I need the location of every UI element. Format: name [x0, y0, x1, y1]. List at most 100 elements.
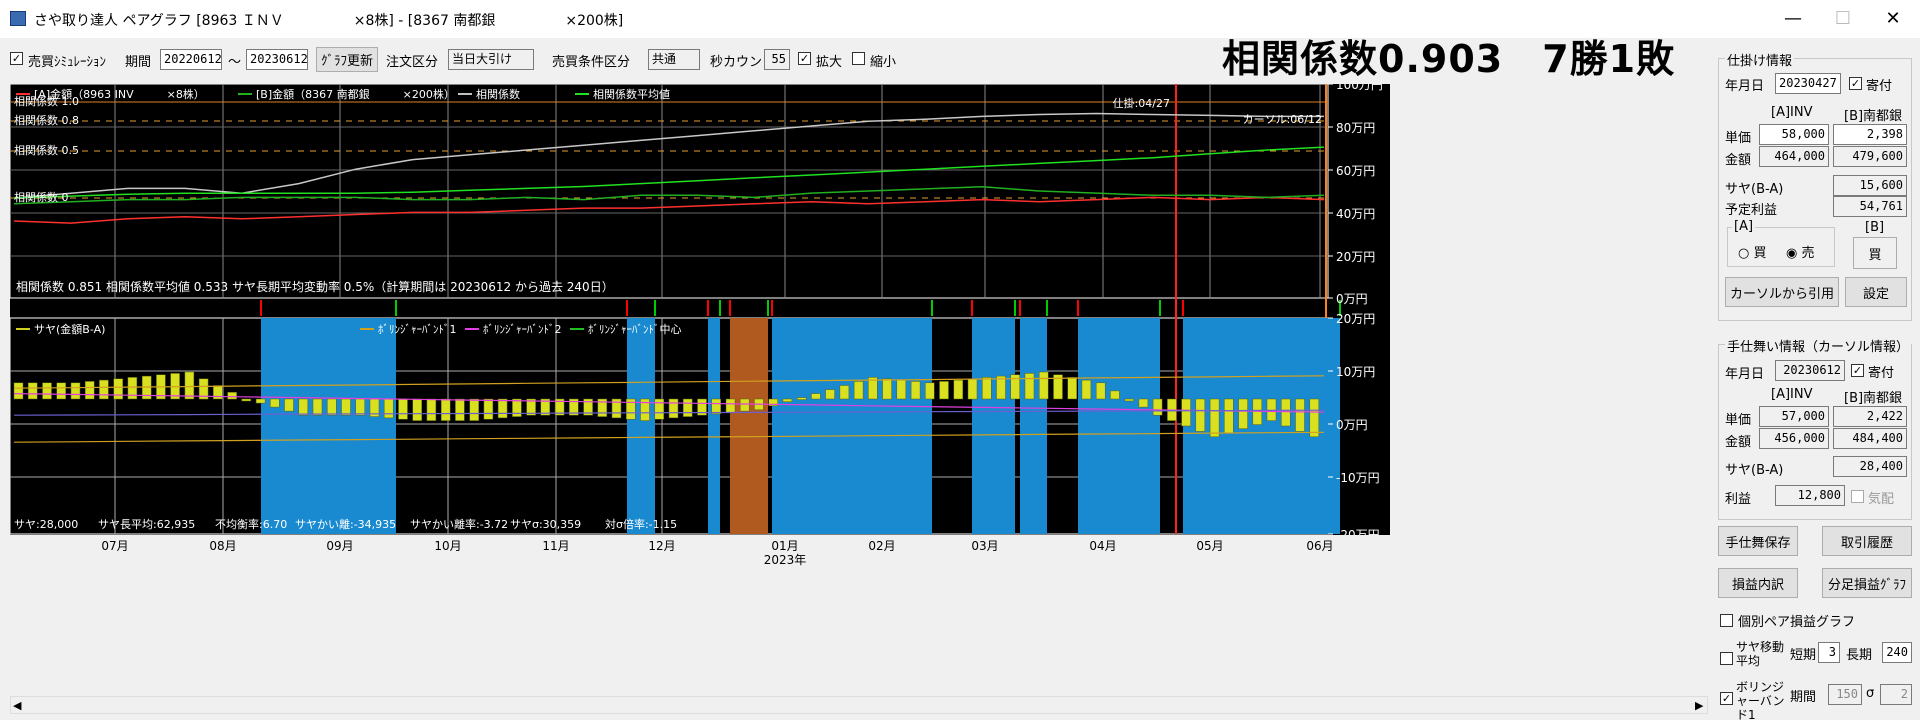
bottom-legend-label: ﾎﾞﾘﾝｼﾞｬｰﾊﾞﾝﾄﾞ中心 — [588, 323, 682, 336]
corr-ref-label: 相関係数 0.8 — [14, 114, 79, 127]
trade-history-button[interactable]: 取引履歴 — [1822, 526, 1912, 556]
ma-short-input[interactable]: 3 — [1818, 642, 1840, 663]
order-select[interactable]: 当日大引け — [448, 49, 534, 70]
kehai-checkbox[interactable] — [1851, 490, 1864, 503]
date-to-input[interactable]: 20230612 — [246, 49, 308, 70]
cond-select[interactable]: 共通 — [648, 49, 700, 70]
shikake-title: 仕掛け情報 — [1725, 50, 1795, 69]
individual-pair-checkbox[interactable] — [1720, 614, 1733, 627]
saya-bar — [1238, 398, 1248, 429]
scroll-right-arrow[interactable]: ▶ — [1695, 699, 1704, 712]
date-from-input[interactable]: 20220612 — [160, 49, 222, 70]
top-ytick-label: 20万円 — [1336, 250, 1375, 264]
jimai-tanka-b: 2,422 — [1833, 406, 1907, 427]
top-ytick-label: 0万円 — [1336, 292, 1368, 306]
saya-bar — [270, 398, 280, 408]
shikake-marker-label: 仕掛:04/27 — [1113, 96, 1170, 110]
order-label: 注文区分 — [386, 55, 439, 70]
shikake-col-a: [A]INV — [1771, 105, 1813, 120]
shikake-saya-value: 15,600 — [1833, 175, 1907, 196]
top-legend-label: [B]金額（8367 南都銀 ×200株） — [256, 87, 455, 101]
corr-avg-line — [13, 146, 1325, 199]
bottom-legend-label: サヤ(金額B-A) — [34, 322, 105, 336]
signal-block — [1020, 318, 1047, 534]
shikake-date-input[interactable]: 20230427 — [1775, 73, 1841, 94]
graph-update-button[interactable]: ｸﾞﾗﾌ更新 — [316, 47, 378, 72]
shikake-b-buy-button[interactable]: 買 — [1853, 237, 1897, 269]
saya-bar — [1038, 371, 1049, 400]
saya-bar — [1295, 398, 1305, 432]
scroll-left-arrow[interactable]: ◀ — [13, 699, 22, 712]
settei-button[interactable]: 設定 — [1845, 277, 1907, 307]
boll-period-input[interactable]: 150 — [1828, 684, 1862, 705]
saya-bar — [241, 398, 252, 402]
stat-kairi: サヤかい離:-34,935 — [295, 517, 396, 531]
saya-bar — [127, 377, 138, 400]
jimai-rieki-value: 12,800 — [1775, 485, 1845, 506]
jimai-col-a: [A]INV — [1771, 387, 1813, 402]
xaxis-month-label: 11月 — [542, 539, 569, 553]
series-a-line — [13, 196, 1325, 224]
saya-bar — [27, 382, 38, 400]
saya-bar — [853, 381, 864, 400]
jimai-save-button[interactable]: 手仕舞保存 — [1718, 526, 1798, 556]
top-ytick-label: 60万円 — [1336, 164, 1375, 178]
corr-ref-label: 相関係数 1.0 — [14, 95, 79, 108]
bottom-ytick-label: 0万円 — [1336, 418, 1368, 432]
saya-bar — [569, 398, 579, 416]
saya-bar — [1110, 390, 1120, 400]
bollinger-center — [13, 409, 1325, 416]
saya-bar — [483, 398, 494, 420]
shikake-kiyori-checkbox[interactable]: ✓ — [1849, 77, 1862, 90]
ma-short-label: 短期 — [1790, 648, 1817, 663]
maximize-button[interactable]: ☐ — [1834, 8, 1852, 29]
jimai-kingaku-label: 金額 — [1725, 435, 1752, 450]
horizontal-scrollbar[interactable]: ◀ ▶ — [10, 696, 1708, 714]
saya-bar — [184, 371, 195, 400]
shikake-buy-radio[interactable]: ○ 買 — [1738, 246, 1767, 261]
stat-kairi-rate: サヤかい離率:-3.72 — [410, 517, 508, 531]
saya-bar — [84, 381, 95, 400]
boll-sigma-input[interactable]: 2 — [1880, 684, 1912, 705]
saya-bar — [1053, 374, 1063, 400]
saya-bar — [597, 398, 608, 417]
saya-bar — [227, 392, 237, 400]
saya-bar — [925, 382, 935, 400]
saya-bar — [540, 398, 551, 416]
saya-bar — [398, 398, 408, 420]
zoom-out-label: 縮小 — [870, 55, 897, 70]
split-pl-graph-button[interactable]: 分足損益ｸﾞﾗﾌ — [1822, 568, 1912, 598]
saya-bar — [868, 377, 878, 400]
cond-label: 売買条件区分 — [552, 55, 631, 70]
close-button[interactable]: ✕ — [1885, 8, 1901, 29]
saya-bar — [1081, 379, 1092, 400]
jimai-kiyori-label: 寄付 — [1868, 366, 1895, 381]
saya-bar — [739, 398, 750, 412]
signal-block — [261, 318, 396, 534]
pl-detail-button[interactable]: 損益内訳 — [1718, 568, 1798, 598]
shikake-kingaku-label: 金額 — [1725, 153, 1752, 168]
jimai-tanka-label: 単価 — [1725, 413, 1752, 428]
ma-checkbox[interactable] — [1720, 652, 1733, 665]
zoom-in-checkbox[interactable]: ✓ — [798, 52, 811, 65]
pair-chart[interactable]: [A]金額（8963 INV ×8株） [B]金額（8367 南都銀 ×200株）… — [10, 84, 1390, 694]
kehai-label: 気配 — [1868, 492, 1895, 507]
ma-long-input[interactable]: 240 — [1882, 642, 1912, 663]
jimai-kiyori-checkbox[interactable]: ✓ — [1851, 364, 1864, 377]
shikake-b-label: [B] — [1865, 220, 1885, 235]
cursor-quote-button[interactable]: カーソルから引用 — [1725, 277, 1839, 307]
bollinger-checkbox[interactable]: ✓ — [1720, 692, 1733, 705]
minimize-button[interactable]: — — [1784, 8, 1802, 29]
shikake-sell-radio[interactable]: ◉ 売 — [1786, 246, 1815, 261]
shikake-tanka-b[interactable]: 2,398 — [1833, 124, 1907, 145]
shikake-a-group: [A] ○ 買 ◉ 売 — [1727, 219, 1835, 267]
saya-bar — [298, 398, 309, 416]
top-ytick-label: 100万円 — [1336, 84, 1383, 92]
top-ytick-label: 40万円 — [1336, 207, 1375, 221]
saya-bar — [56, 382, 66, 400]
shikake-saya-label: サヤ(B-A) — [1725, 182, 1784, 197]
shikake-tanka-a[interactable]: 58,000 — [1759, 124, 1829, 145]
sim-checkbox[interactable]: ✓ — [10, 52, 23, 65]
zoom-out-checkbox[interactable] — [852, 52, 865, 65]
sec-count-label: 秒カウント — [710, 55, 776, 70]
